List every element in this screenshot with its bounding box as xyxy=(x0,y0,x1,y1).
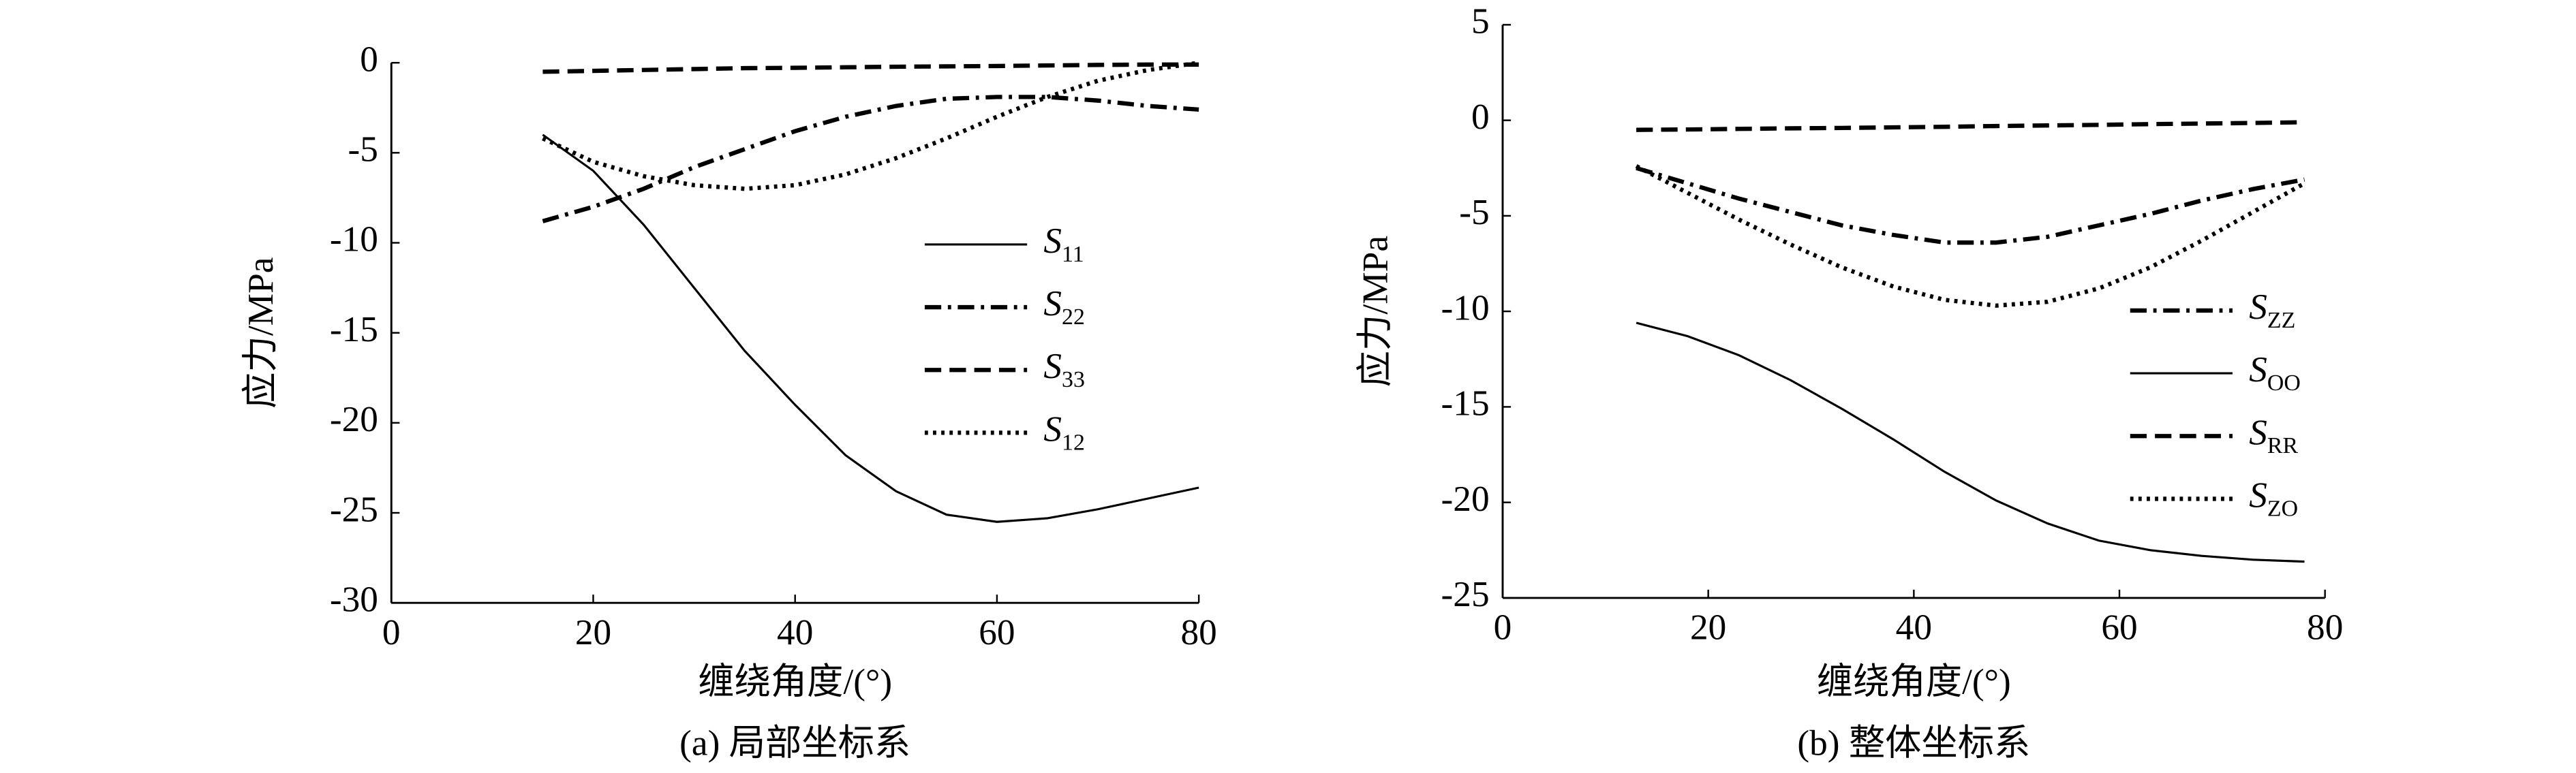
y-tick-label: -25 xyxy=(1441,573,1490,614)
y-tick-label: -5 xyxy=(348,129,378,170)
x-tick-label: 0 xyxy=(382,612,401,652)
x-tick-label: 40 xyxy=(777,612,813,652)
legend-label: SOO xyxy=(2249,349,2301,396)
legend-label: SRR xyxy=(2249,411,2298,458)
y-tick-label: 0 xyxy=(360,38,378,79)
y-tick-label: 0 xyxy=(1471,96,1490,137)
y-tick-label: -15 xyxy=(330,309,378,349)
series-line xyxy=(1636,165,2305,245)
x-tick-label: 0 xyxy=(1494,607,1512,648)
caption: (b) 整体坐标系 xyxy=(1797,722,2030,763)
x-tick-label: 60 xyxy=(979,612,1015,652)
series-line xyxy=(542,61,1199,191)
legend-label: S33 xyxy=(1043,345,1085,392)
series-line xyxy=(542,95,1199,223)
y-tick-label: -30 xyxy=(330,578,378,619)
x-tick-label: 20 xyxy=(1690,607,1726,648)
y-axis-label: 应力/MPa xyxy=(1355,236,1396,387)
caption: (a) 局部坐标系 xyxy=(679,722,910,763)
series-line xyxy=(1636,120,2305,132)
y-tick-label: -20 xyxy=(1441,478,1490,519)
legend-label: SZO xyxy=(2249,475,2298,522)
y-tick-label: -5 xyxy=(1459,191,1489,232)
x-tick-label: 20 xyxy=(575,612,611,652)
y-tick-label: -10 xyxy=(1441,287,1490,328)
y-tick-label: -25 xyxy=(330,488,378,529)
legend-label: S22 xyxy=(1043,283,1085,330)
x-tick-label: 60 xyxy=(2101,607,2137,648)
series-line xyxy=(1636,321,2305,563)
legend-label: SZZ xyxy=(2249,286,2295,333)
legend-label: S11 xyxy=(1043,220,1084,267)
legend-label: S12 xyxy=(1043,409,1085,456)
x-axis-label: 缠绕角度/(°) xyxy=(1817,661,2011,702)
y-axis-label: 应力/MPa xyxy=(240,257,281,409)
y-tick-label: -20 xyxy=(330,398,378,439)
x-tick-label: 40 xyxy=(1896,607,1932,648)
y-tick-label: -15 xyxy=(1441,383,1490,424)
y-tick-label: 5 xyxy=(1471,1,1490,42)
y-tick-label: -10 xyxy=(330,219,378,259)
x-tick-label: 80 xyxy=(2307,607,2343,648)
series-line xyxy=(542,133,1199,523)
x-tick-label: 80 xyxy=(1181,612,1217,652)
series-line xyxy=(542,62,1199,74)
x-axis-label: 缠绕角度/(°) xyxy=(698,661,892,702)
series-line xyxy=(1635,164,2306,308)
